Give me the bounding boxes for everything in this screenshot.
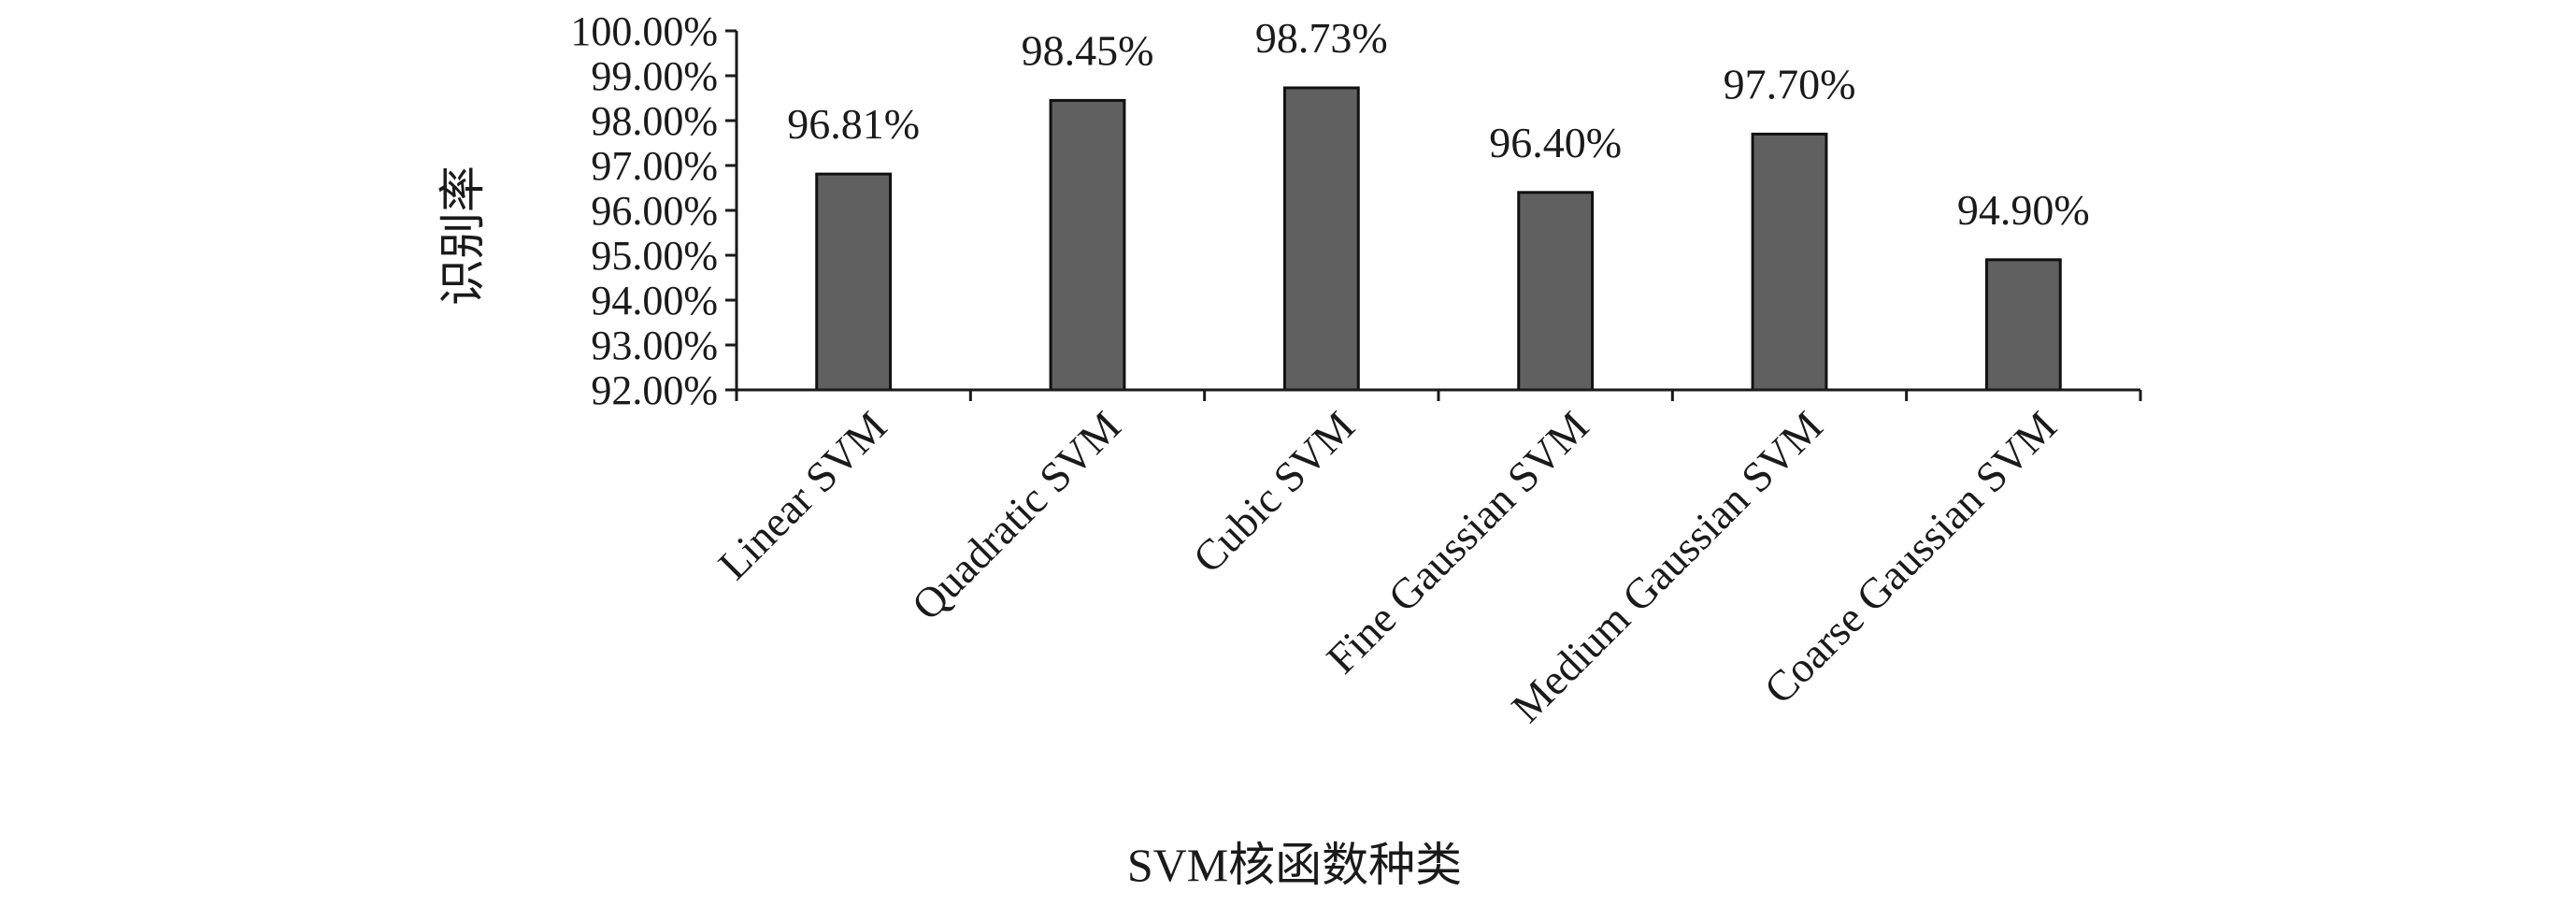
bar	[1282, 86, 1360, 392]
y-tick-label: 98.00%	[591, 98, 718, 144]
y-tick-label: 97.00%	[591, 143, 718, 189]
bar	[815, 172, 893, 392]
x-axis-title: SVM核函数种类	[1127, 839, 1462, 891]
y-axis-ticks: 92.00%93.00%94.00%95.00%96.00%97.00%98.0…	[570, 8, 737, 413]
data-labels: 96.81% 98.45% 98.73% 96.40% 97.70% 94.90%	[787, 14, 2089, 234]
data-label: 98.73%	[1255, 14, 1388, 62]
data-label: 97.70%	[1724, 60, 1856, 108]
category-label: Quadratic SVM	[903, 402, 1130, 629]
data-label: 98.45%	[1022, 26, 1154, 74]
bar	[1517, 191, 1595, 392]
data-label: 96.81%	[787, 100, 920, 148]
bar	[1049, 98, 1126, 392]
category-label: Fine Gaussian SVM	[1317, 402, 1597, 683]
y-axis-title: 识别率	[436, 165, 489, 306]
y-tick-label: 94.00%	[591, 278, 718, 324]
y-tick-label: 99.00%	[591, 53, 718, 99]
y-tick-label: 92.00%	[591, 367, 718, 413]
y-tick-label: 96.00%	[591, 188, 718, 234]
category-label: Linear SVM	[709, 402, 896, 589]
bar	[1751, 132, 1828, 392]
y-tick-label: 93.00%	[591, 323, 718, 368]
y-tick-label: 100.00%	[570, 8, 718, 54]
x-axis-ticks	[735, 390, 2142, 401]
data-label: 96.40%	[1489, 119, 1622, 166]
data-label: 94.90%	[1957, 186, 2090, 234]
category-label: Cubic SVM	[1184, 402, 1364, 582]
bars	[815, 86, 2062, 392]
y-tick-label: 95.00%	[591, 233, 718, 279]
bar	[1984, 258, 2062, 392]
